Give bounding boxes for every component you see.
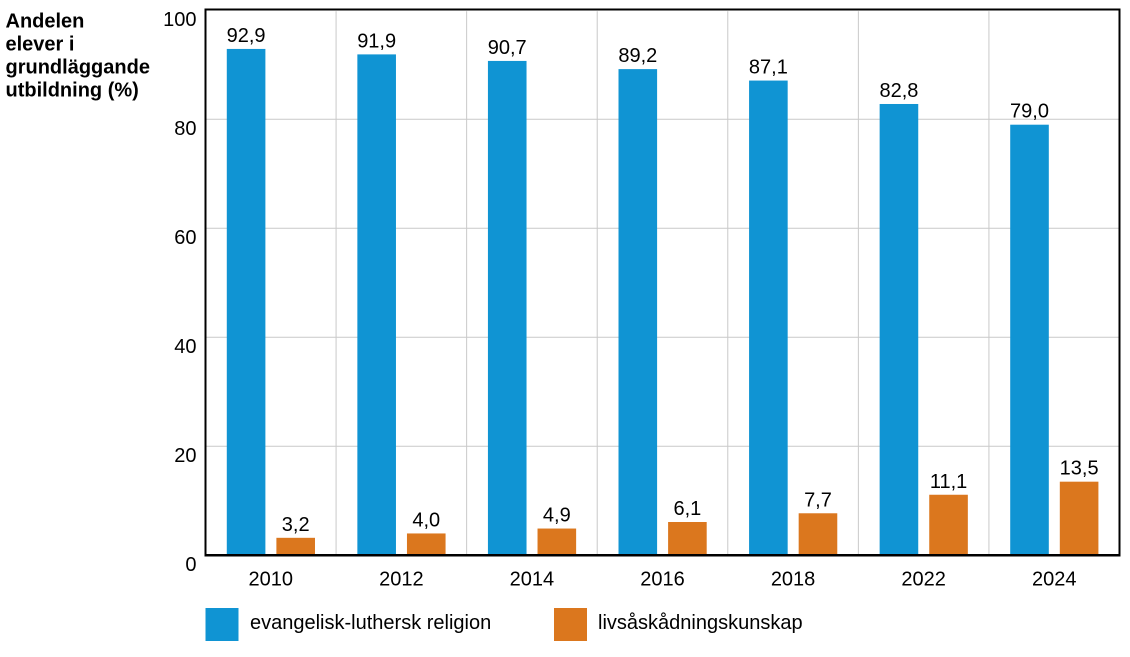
svg-text:2010: 2010 [249,569,294,591]
svg-text:92,9: 92,9 [227,25,266,47]
svg-text:2018: 2018 [771,569,816,591]
svg-text:6,1: 6,1 [673,498,701,520]
svg-text:0: 0 [185,554,196,576]
svg-text:livsåskådningskunskap: livsåskådningskunskap [598,612,803,634]
svg-text:Andelen: Andelen [6,11,85,33]
svg-text:4,0: 4,0 [412,509,440,531]
svg-text:13,5: 13,5 [1060,458,1099,480]
svg-text:91,9: 91,9 [357,30,396,52]
svg-text:89,2: 89,2 [618,45,657,67]
svg-text:20: 20 [174,445,196,467]
svg-text:2022: 2022 [901,569,946,591]
svg-text:82,8: 82,8 [879,80,918,102]
svg-text:2024: 2024 [1032,569,1077,591]
svg-text:60: 60 [174,227,196,249]
svg-text:2014: 2014 [510,569,555,591]
svg-text:2016: 2016 [640,569,685,591]
svg-text:40: 40 [174,336,196,358]
svg-text:11,1: 11,1 [930,471,967,493]
svg-text:100: 100 [163,9,196,31]
svg-text:2012: 2012 [379,569,424,591]
svg-text:90,7: 90,7 [488,37,527,59]
svg-text:87,1: 87,1 [749,57,788,79]
svg-text:7,7: 7,7 [804,489,832,511]
svg-text:80: 80 [174,118,196,140]
svg-text:79,0: 79,0 [1010,101,1049,123]
svg-text:evangelisk-luthersk religion: evangelisk-luthersk religion [250,612,491,634]
svg-text:grundläggande: grundläggande [6,57,150,79]
svg-text:elever i: elever i [6,34,75,56]
svg-text:utbildning (%): utbildning (%) [6,80,139,102]
svg-text:4,9: 4,9 [543,505,571,527]
svg-text:3,2: 3,2 [282,514,310,536]
